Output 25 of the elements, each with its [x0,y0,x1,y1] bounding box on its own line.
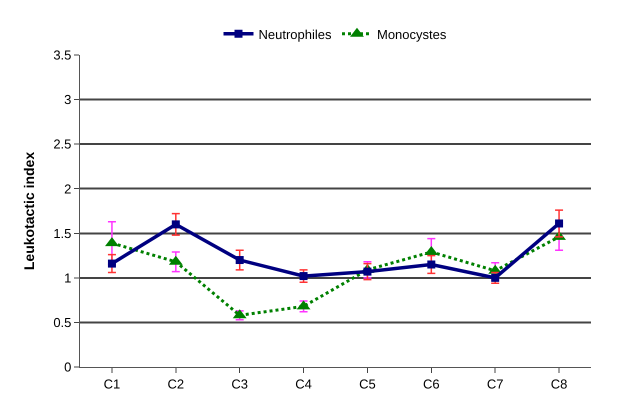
point [236,256,244,264]
x-tick-label: C8 [550,376,568,392]
y-tick-label: 3 [64,92,72,108]
point [108,260,116,268]
x-tick-label: C1 [104,376,120,392]
legend-label: Neutrophiles [258,26,332,42]
x-tick-label: C2 [167,376,184,392]
point [363,268,372,276]
point [555,219,564,228]
y-tick-label: 2.5 [53,136,72,152]
y-tick-label: 2 [64,181,72,196]
y-tick-label: 0.5 [53,314,72,330]
x-tick-label: C7 [486,376,504,392]
point [172,220,180,228]
point [427,260,436,268]
x-tick-label: C3 [231,376,248,392]
y-axis-title: Leukotactic index [20,152,37,270]
legend-label: Monocystes [376,26,447,42]
x-tick-label: C6 [422,376,440,392]
y-tick-label: 3.5 [53,48,72,63]
x-tick-label: C4 [295,376,312,392]
y-tick-label: 1.5 [53,226,72,241]
x-tick-label: C5 [359,376,376,392]
y-tick-label: 1 [64,270,72,286]
y-tick-label: 0 [64,360,72,375]
